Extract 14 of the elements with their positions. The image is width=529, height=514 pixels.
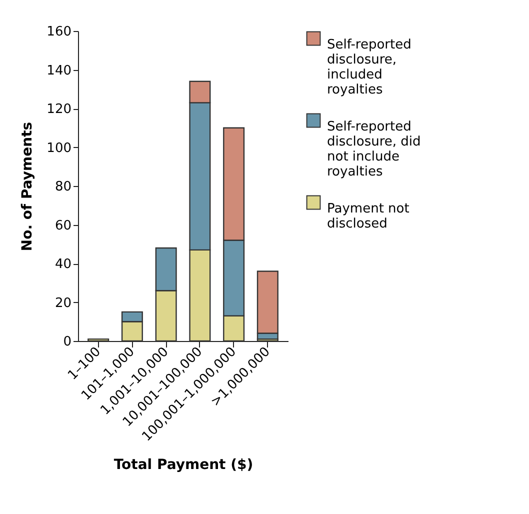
- y-axis-title: No. of Payments: [20, 122, 36, 252]
- y-tick-label: 0: [63, 334, 72, 350]
- legend-label: Payment not disclosed: [327, 202, 410, 232]
- legend-label: Self-reported disclosure, did not include royalties: [327, 120, 421, 180]
- y-tick-label: 60: [54, 218, 72, 234]
- y-tick-label: 120: [46, 102, 72, 117]
- y-tick-label: 80: [54, 180, 72, 194]
- y-tick-label: 40: [54, 257, 72, 272]
- x-axis-title: Total Payment ($): [114, 456, 254, 473]
- y-tick-label: 100: [46, 140, 72, 156]
- y-tick-label: 140: [46, 63, 72, 78]
- legend-label: Self-reported disclosure, included royalties: [327, 38, 412, 98]
- y-tick-label: 20: [54, 296, 72, 311]
- y-tick-label: 160: [46, 24, 72, 40]
